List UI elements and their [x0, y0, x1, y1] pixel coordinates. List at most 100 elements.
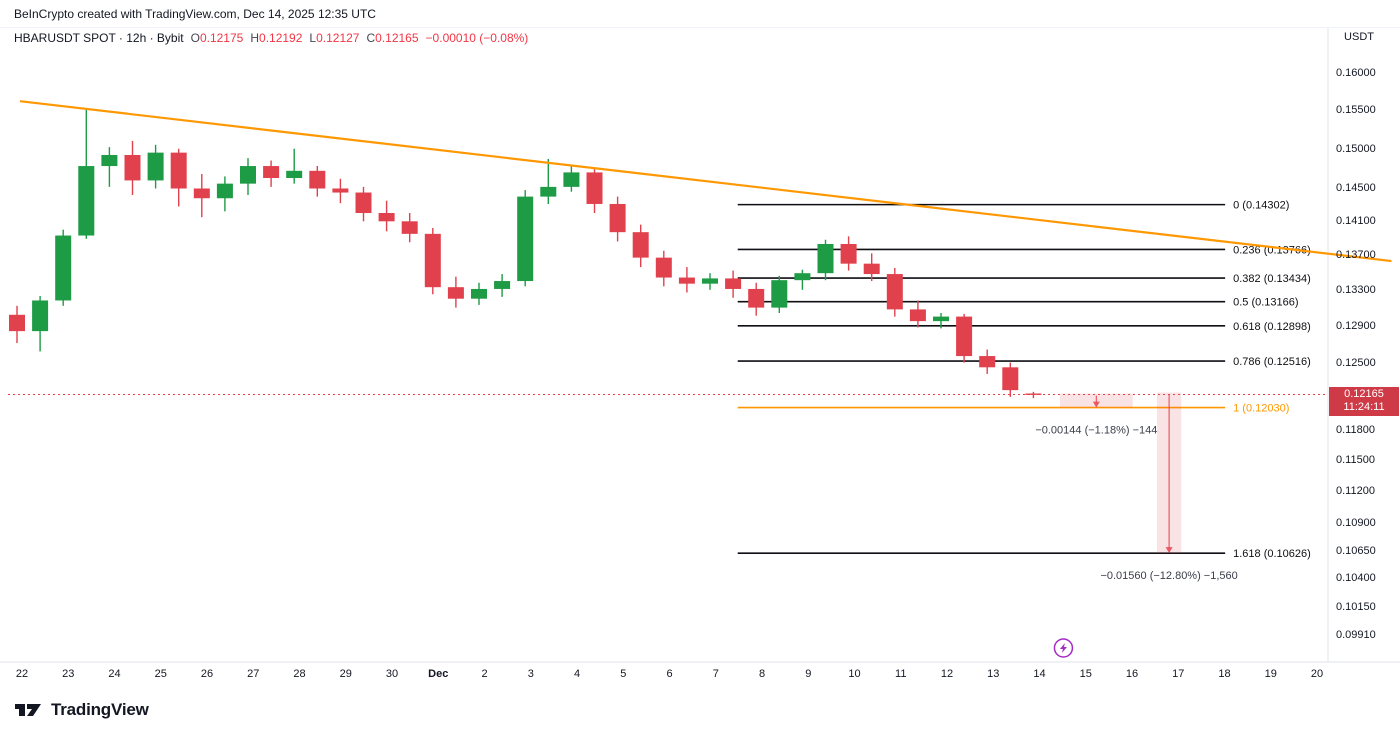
- time-axis-label: 3: [527, 668, 534, 680]
- candle-body[interactable]: [101, 154, 118, 167]
- fib-level-label: 0.5 (0.13166): [1233, 297, 1298, 309]
- candle-body[interactable]: [794, 273, 811, 281]
- price-axis-label: 0.14100: [1336, 215, 1376, 228]
- quote-currency-label: USDT: [1344, 31, 1374, 43]
- candle-body[interactable]: [332, 188, 349, 193]
- candle-body[interactable]: [147, 152, 164, 181]
- time-axis-label: 28: [293, 668, 306, 680]
- time-axis-label: 18: [1218, 668, 1231, 680]
- time-axis-label: 4: [573, 668, 581, 680]
- price-axis-label: 0.10900: [1336, 517, 1376, 530]
- candle-body[interactable]: [240, 166, 256, 184]
- time-axis-label: 10: [848, 668, 861, 680]
- time-axis-label: 27: [247, 668, 260, 680]
- candle-body[interactable]: [609, 203, 626, 233]
- candle-body[interactable]: [78, 166, 95, 236]
- descending-trendline[interactable]: [19, 100, 1392, 263]
- candle-body[interactable]: [9, 314, 25, 332]
- price-axis-label: 0.10400: [1336, 572, 1376, 585]
- candle-body[interactable]: [193, 188, 210, 199]
- time-axis-label: 15: [1079, 668, 1092, 680]
- candle-body[interactable]: [471, 288, 487, 299]
- candle-body[interactable]: [447, 287, 464, 299]
- candle-body[interactable]: [424, 233, 441, 288]
- candle-body[interactable]: [817, 243, 834, 274]
- last-price-badge: 0.12165 11:24:11: [1329, 387, 1399, 417]
- candle-body[interactable]: [540, 186, 557, 197]
- time-axis-label: 22: [15, 668, 29, 680]
- price-axis-label: 0.12900: [1336, 319, 1376, 332]
- price-axis-label: 0.15500: [1336, 104, 1376, 117]
- candle-body[interactable]: [494, 281, 511, 289]
- candle-body[interactable]: [586, 172, 603, 204]
- footer-bar: TradingView: [0, 690, 1400, 736]
- candle-body[interactable]: [401, 221, 418, 234]
- time-axis[interactable]: 22 23 24 25 26 27 28 29 30 Dec 2 3 4 5 6 7 8 9 10 11 12 13 14 1…: [0, 662, 1328, 690]
- candle-body[interactable]: [863, 263, 880, 275]
- candle-body[interactable]: [725, 278, 742, 289]
- candle-body[interactable]: [909, 309, 926, 322]
- price-axis-label: 0.14500: [1336, 182, 1376, 195]
- symbol-title[interactable]: HBARUSDT SPOT · 12h · Bybit: [14, 31, 184, 45]
- time-axis-label: 5: [620, 668, 627, 680]
- price-axis-label: 0.10650: [1336, 544, 1376, 557]
- candle-body[interactable]: [378, 213, 395, 222]
- candle-body[interactable]: [886, 274, 903, 310]
- fib-level-label: 1.618 (0.10626): [1233, 548, 1311, 560]
- symbol-legend[interactable]: HBARUSDT SPOT · 12h · Bybit O0.12175 H0.12…: [14, 31, 528, 45]
- candle-body[interactable]: [216, 183, 233, 199]
- candle-body[interactable]: [956, 316, 973, 357]
- bar-close-countdown: 11:24:11: [1343, 401, 1385, 414]
- price-axis-label: 0.10150: [1336, 600, 1376, 613]
- measurement-arrow-head: [1092, 401, 1100, 408]
- candle-body[interactable]: [170, 152, 187, 189]
- time-axis-label: 8: [758, 668, 766, 680]
- candle-body[interactable]: [124, 154, 141, 181]
- ohlc-high-label: H: [250, 31, 260, 45]
- candle-body[interactable]: [355, 192, 372, 214]
- time-axis-label: 6: [666, 668, 673, 680]
- candle-body[interactable]: [933, 316, 949, 322]
- candle-body[interactable]: [632, 232, 649, 258]
- candle-body[interactable]: [1025, 393, 1042, 395]
- time-axis-label: 2: [481, 668, 488, 680]
- candle-body[interactable]: [32, 300, 49, 332]
- attribution-text: BeInCrypto created with TradingView.com,…: [14, 7, 376, 21]
- candle-body[interactable]: [678, 277, 695, 284]
- time-axis-label: 19: [1264, 668, 1277, 680]
- lightning-bolt-glyph: [1059, 643, 1067, 653]
- tradingview-logo-text: TradingView: [51, 700, 149, 719]
- price-change: −0.00010 (−0.08%): [425, 31, 529, 45]
- time-axis-label: 17: [1172, 668, 1185, 680]
- ohlc-open-label: O: [190, 31, 200, 45]
- candle-body[interactable]: [309, 170, 326, 189]
- attribution-bar: BeInCrypto created with TradingView.com,…: [0, 0, 1400, 28]
- price-axis-label: 0.13300: [1336, 283, 1376, 296]
- ohlc-low-value: 0.12127: [316, 31, 360, 45]
- price-axis[interactable]: 0.16000 0.15500 0.15000 0.14500 0.14100 0.137…: [1329, 28, 1400, 690]
- tradingview-logo-mark: [15, 704, 41, 716]
- price-axis-label: 0.11200: [1336, 485, 1375, 498]
- price-axis-label: 0.09910: [1336, 629, 1376, 641]
- candle-body[interactable]: [840, 243, 857, 264]
- candle-body[interactable]: [979, 356, 996, 368]
- candle-body[interactable]: [517, 196, 534, 282]
- price-axis-label: 0.15000: [1336, 142, 1376, 155]
- measurement-label: −0.00144 (−1.18%) −144: [1035, 425, 1157, 437]
- candle-body[interactable]: [563, 172, 580, 187]
- candle-body[interactable]: [1002, 367, 1019, 391]
- time-axis-label: 25: [154, 668, 167, 680]
- candle-body[interactable]: [55, 235, 72, 301]
- candle-body[interactable]: [748, 288, 765, 308]
- candle-body[interactable]: [263, 166, 280, 179]
- price-axis-label: 0.12500: [1336, 356, 1376, 369]
- candle-body[interactable]: [655, 257, 672, 278]
- ohlc-high-value: 0.12192: [259, 31, 303, 45]
- measurement-label: −0.01560 (−12.80%) −1,560: [1100, 570, 1237, 582]
- candle-body[interactable]: [702, 278, 718, 284]
- candle-body[interactable]: [286, 170, 303, 179]
- candle-body[interactable]: [771, 280, 788, 308]
- tradingview-logo[interactable]: TradingView: [14, 700, 149, 720]
